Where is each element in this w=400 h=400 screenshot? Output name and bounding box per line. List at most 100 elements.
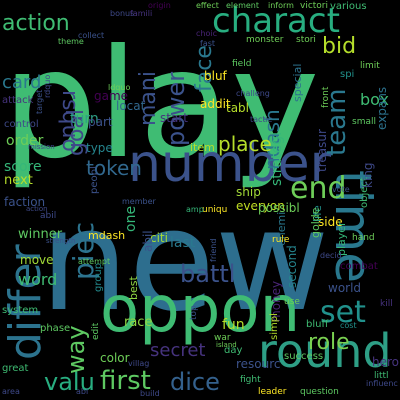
cloud-word: ship	[236, 185, 261, 199]
cloud-word: monster	[246, 35, 284, 45]
cloud-word: fast	[200, 39, 216, 48]
cloud-word: abl	[76, 387, 89, 396]
cloud-word: choic	[196, 29, 217, 38]
cloud-word: dice	[170, 368, 220, 396]
cloud-word: part	[88, 115, 113, 129]
cloud-word: action	[26, 205, 48, 213]
cloud-word: influenc	[366, 379, 398, 388]
cloud-word: word	[18, 270, 58, 289]
cloud-word: tactic	[250, 115, 273, 124]
cloud-word: play	[2, 18, 320, 192]
cloud-word: golde	[309, 207, 322, 238]
cloud-word: role	[308, 330, 350, 355]
cloud-word: strength	[46, 237, 76, 245]
cloud-word: game	[94, 89, 129, 103]
cloud-word: peopl	[89, 166, 100, 194]
cloud-word: system	[2, 305, 39, 316]
cloud-word: tabl	[226, 101, 250, 115]
cloud-word: order	[6, 133, 44, 149]
cloud-word: bluff	[306, 319, 329, 330]
cloud-word: combat	[340, 261, 378, 272]
cloud-word: small	[352, 117, 376, 127]
cloud-word: front	[321, 86, 331, 108]
cloud-word: bonus	[110, 9, 135, 18]
cloud-word: round	[258, 324, 392, 378]
cloud-word: card	[2, 72, 42, 93]
cloud-word: top	[189, 305, 199, 320]
cloud-word: attack	[2, 95, 34, 106]
cloud-word: last	[170, 235, 196, 251]
cloud-word: bluf	[204, 69, 227, 83]
cloud-word: world	[328, 281, 362, 295]
cloud-word: strategi	[269, 132, 285, 186]
cloud-word: possibl	[258, 201, 300, 215]
cloud-word: special	[291, 63, 304, 102]
cloud-word: place	[218, 132, 272, 156]
cloud-word: king	[361, 162, 375, 188]
cloud-word: action	[2, 11, 70, 36]
cloud-word: success	[284, 351, 324, 362]
cloud-word: uniqu	[202, 205, 228, 215]
cloud-word: new	[40, 180, 330, 343]
cloud-word: ldquo	[108, 83, 131, 92]
cloud-word: theme	[58, 37, 84, 46]
cloud-word: group	[93, 262, 104, 292]
cloud-word: rule	[272, 235, 290, 245]
cloud-word: limit	[360, 61, 380, 71]
cloud-word: various	[330, 1, 367, 12]
cloud-word: mission	[28, 143, 55, 151]
cloud-word: first	[100, 366, 151, 396]
cloud-word: next	[4, 173, 33, 188]
cloud-word: second	[285, 245, 299, 288]
cloud-word: leader	[258, 387, 287, 397]
cloud-word: day	[224, 345, 243, 356]
cloud-word: mdash	[88, 229, 126, 242]
cloud-word: color	[100, 351, 130, 365]
cloud-word: token	[86, 156, 142, 180]
cloud-word: friend	[209, 238, 218, 262]
cloud-word: rdquo	[43, 74, 52, 98]
cloud-word: collect	[78, 31, 105, 40]
cloud-word: cost	[340, 321, 357, 330]
cloud-word: origin	[148, 1, 171, 10]
cloud-word: charact	[212, 1, 340, 41]
cloud-word: start	[160, 111, 188, 125]
cloud-word: hand	[352, 233, 375, 243]
cloud-word: expans	[375, 86, 389, 130]
cloud-word: end	[290, 171, 347, 206]
cloud-word: best	[127, 276, 140, 300]
cloud-word: phase	[40, 323, 71, 334]
cloud-word: question	[300, 387, 339, 397]
cloud-word: oppon	[100, 273, 301, 347]
cloud-word: set	[320, 295, 366, 330]
cloud-word: famili	[130, 9, 153, 18]
cloud-word: score	[4, 159, 42, 175]
cloud-word: island	[216, 341, 237, 349]
cloud-word: abil	[40, 211, 57, 221]
cloud-word: abil	[141, 230, 155, 252]
cloud-word: spi	[340, 69, 355, 80]
cloud-word: battl	[180, 260, 236, 288]
cloud-word: build	[140, 389, 160, 398]
cloud-word: locat	[116, 99, 146, 113]
cloud-word: box	[360, 90, 389, 109]
cloud-word: area	[2, 387, 20, 396]
cloud-word: move	[20, 253, 54, 267]
cloud-word: simpl	[269, 313, 280, 340]
cloud-word: victori	[300, 1, 329, 11]
cloud-word: race	[124, 315, 153, 330]
cloud-word: side	[318, 215, 343, 229]
cloud-word: villag	[128, 359, 150, 368]
cloud-word: edit	[91, 322, 101, 340]
cloud-word: fun	[222, 317, 245, 333]
cloud-word: element	[226, 1, 259, 10]
cloud-word: effect	[196, 1, 219, 10]
cloud-word: attempt	[78, 257, 111, 266]
cloud-word: power	[162, 71, 190, 146]
cloud-word: addit	[200, 97, 231, 111]
cloud-word: littl	[374, 371, 389, 381]
cloud-word: valu	[44, 368, 95, 396]
cloud-word: winner	[18, 227, 63, 242]
cloud-word: challeng	[236, 89, 270, 98]
